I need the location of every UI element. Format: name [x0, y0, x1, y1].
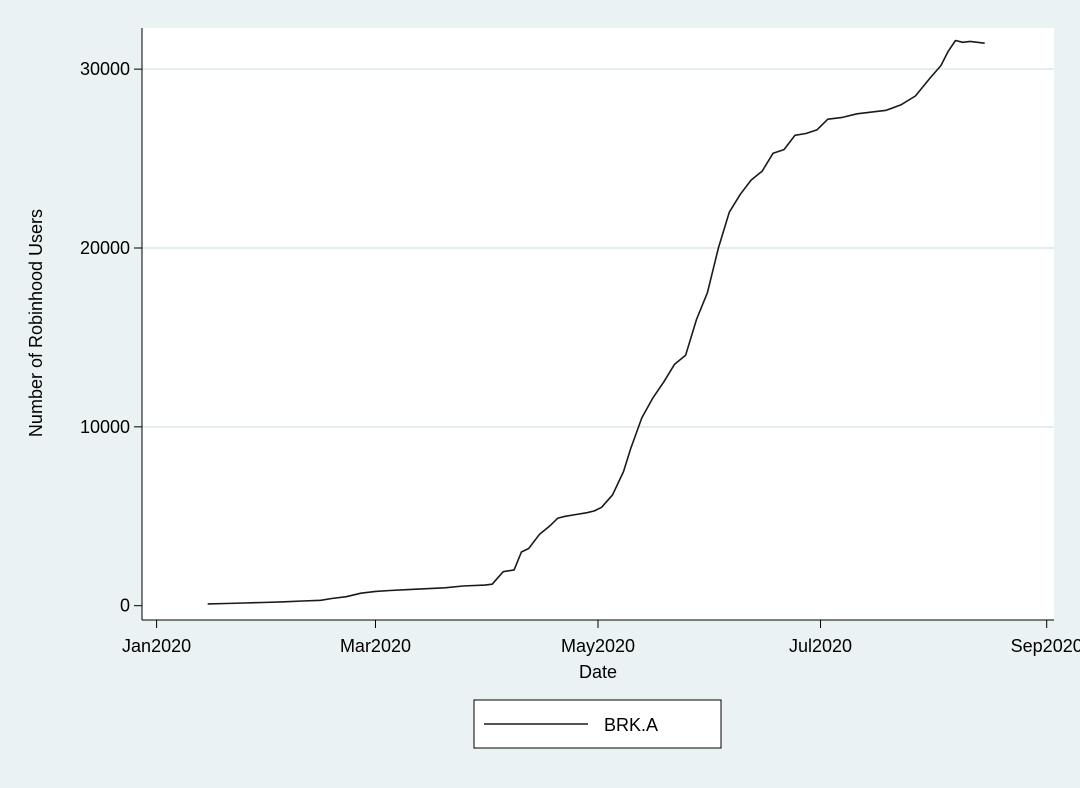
x-ticks: Jan2020 Mar2020 May2020 Jul2020 Sep2020: [122, 620, 1080, 656]
y-axis-label: Number of Robinhood Users: [26, 209, 46, 437]
y-ticks: 0 10000 20000 30000: [80, 59, 142, 616]
x-tick-label: May2020: [561, 636, 635, 656]
y-tick-label: 20000: [80, 238, 130, 258]
x-axis-label: Date: [579, 662, 617, 682]
series-layer: [207, 39, 985, 605]
x-tick-label: Sep2020: [1011, 636, 1080, 656]
x-tick-label: Jan2020: [122, 636, 191, 656]
series-line-brk-a: [207, 39, 985, 605]
y-tick-label: 10000: [80, 417, 130, 437]
legend-label-brk-a: BRK.A: [604, 715, 658, 735]
y-tick-label: 0: [120, 596, 130, 616]
x-tick-label: Mar2020: [340, 636, 411, 656]
grid-lines: [142, 68, 1054, 428]
x-tick-label: Jul2020: [789, 636, 852, 656]
legend: BRK.A: [473, 699, 722, 749]
plot-area: [142, 28, 1054, 620]
y-tick-label: 30000: [80, 59, 130, 79]
